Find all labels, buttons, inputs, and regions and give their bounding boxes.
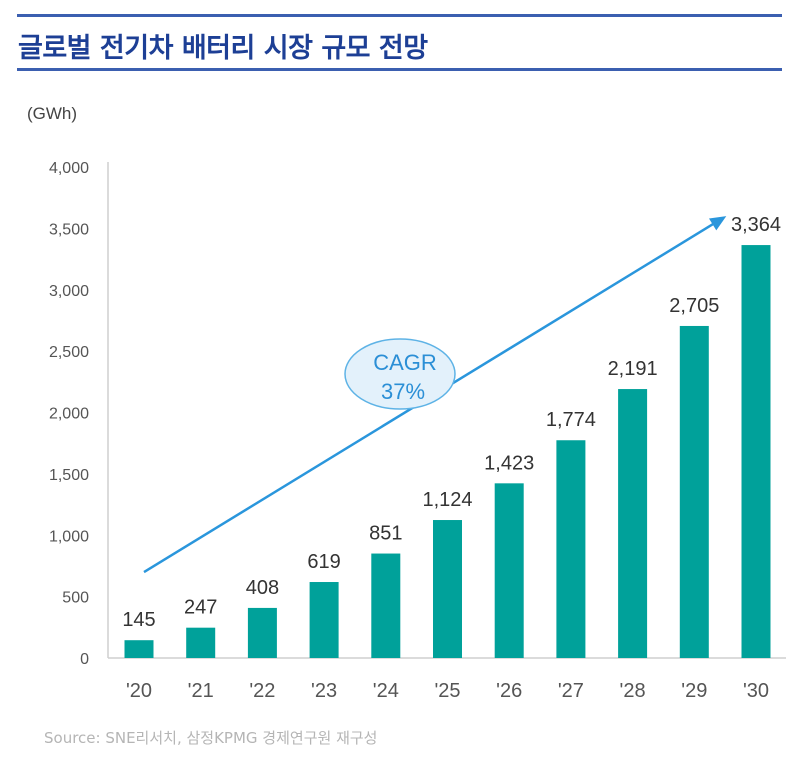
data-label: 408 bbox=[246, 577, 279, 599]
x-tick-label: '22 bbox=[249, 680, 275, 702]
y-tick-label: 500 bbox=[62, 590, 89, 607]
y-tick-label: 3,000 bbox=[49, 283, 89, 300]
data-label: 1,124 bbox=[422, 489, 472, 511]
source-note: Source: SNE리서치, 삼정KPMG 경제연구원 재구성 bbox=[44, 729, 378, 747]
y-tick-label: 3,500 bbox=[49, 221, 89, 238]
data-label: 2,191 bbox=[608, 358, 658, 380]
bar-24 bbox=[371, 553, 401, 658]
x-tick-label: '23 bbox=[311, 680, 337, 702]
x-tick-label: '24 bbox=[373, 680, 399, 702]
data-label: 247 bbox=[184, 597, 217, 619]
cagr-value: 37% bbox=[381, 379, 425, 404]
y-tick-label: 1,000 bbox=[49, 528, 89, 545]
bar-28 bbox=[618, 389, 648, 658]
arrow-head-icon bbox=[708, 216, 727, 231]
title-rule-bottom bbox=[17, 68, 782, 71]
x-axis-ticks: '20 '21 '22 '23 '24 '25 '26 '27 '28 '29 '30 bbox=[126, 680, 769, 702]
data-label: 145 bbox=[122, 609, 155, 631]
bar-29 bbox=[679, 325, 709, 658]
y-tick-label: 2,500 bbox=[49, 344, 89, 361]
bar-30 bbox=[741, 245, 771, 658]
x-tick-label: '29 bbox=[681, 680, 707, 702]
cagr-label: CAGR bbox=[373, 350, 437, 375]
x-tick-label: '26 bbox=[496, 680, 522, 702]
x-tick-label: '21 bbox=[188, 680, 214, 702]
bars: 145 247 408 619 851 1,124 1,423 1,774 2,191 2,705… bbox=[122, 214, 781, 658]
bar-21 bbox=[186, 627, 216, 658]
y-tick-label: 1,500 bbox=[49, 467, 89, 484]
y-axis-unit-label: (GWh) bbox=[27, 104, 78, 123]
title-rule-top bbox=[17, 14, 782, 17]
x-tick-label: '28 bbox=[620, 680, 646, 702]
cagr-annotation: CAGR 37% bbox=[143, 216, 727, 574]
y-tick-label: 2,000 bbox=[49, 406, 89, 423]
x-tick-label: '20 bbox=[126, 680, 152, 702]
x-tick-label: '30 bbox=[743, 680, 769, 702]
data-label: 1,423 bbox=[484, 452, 534, 474]
y-tick-label: 0 bbox=[80, 651, 89, 668]
y-tick-label: 4,000 bbox=[49, 160, 89, 177]
x-tick-label: '27 bbox=[558, 680, 584, 702]
bar-20 bbox=[124, 640, 154, 658]
bar-25 bbox=[433, 520, 462, 658]
bar-26 bbox=[494, 483, 524, 658]
data-label: 619 bbox=[307, 551, 340, 573]
data-label: 3,364 bbox=[731, 214, 781, 236]
data-label: 2,705 bbox=[669, 295, 719, 317]
bar-22 bbox=[247, 607, 277, 658]
cagr-bubble bbox=[344, 338, 456, 410]
bar-27 bbox=[556, 440, 586, 658]
x-tick-label: '25 bbox=[434, 680, 460, 702]
y-axis-ticks: 0 500 1,000 1,500 2,000 2,500 3,000 3,500 4,000 bbox=[49, 160, 89, 668]
data-label: 851 bbox=[369, 523, 402, 545]
bar-23 bbox=[309, 582, 339, 658]
chart-title: 글로벌 전기차 배터리 시장 규모 전망 bbox=[18, 33, 428, 64]
data-label: 1,774 bbox=[546, 409, 596, 431]
